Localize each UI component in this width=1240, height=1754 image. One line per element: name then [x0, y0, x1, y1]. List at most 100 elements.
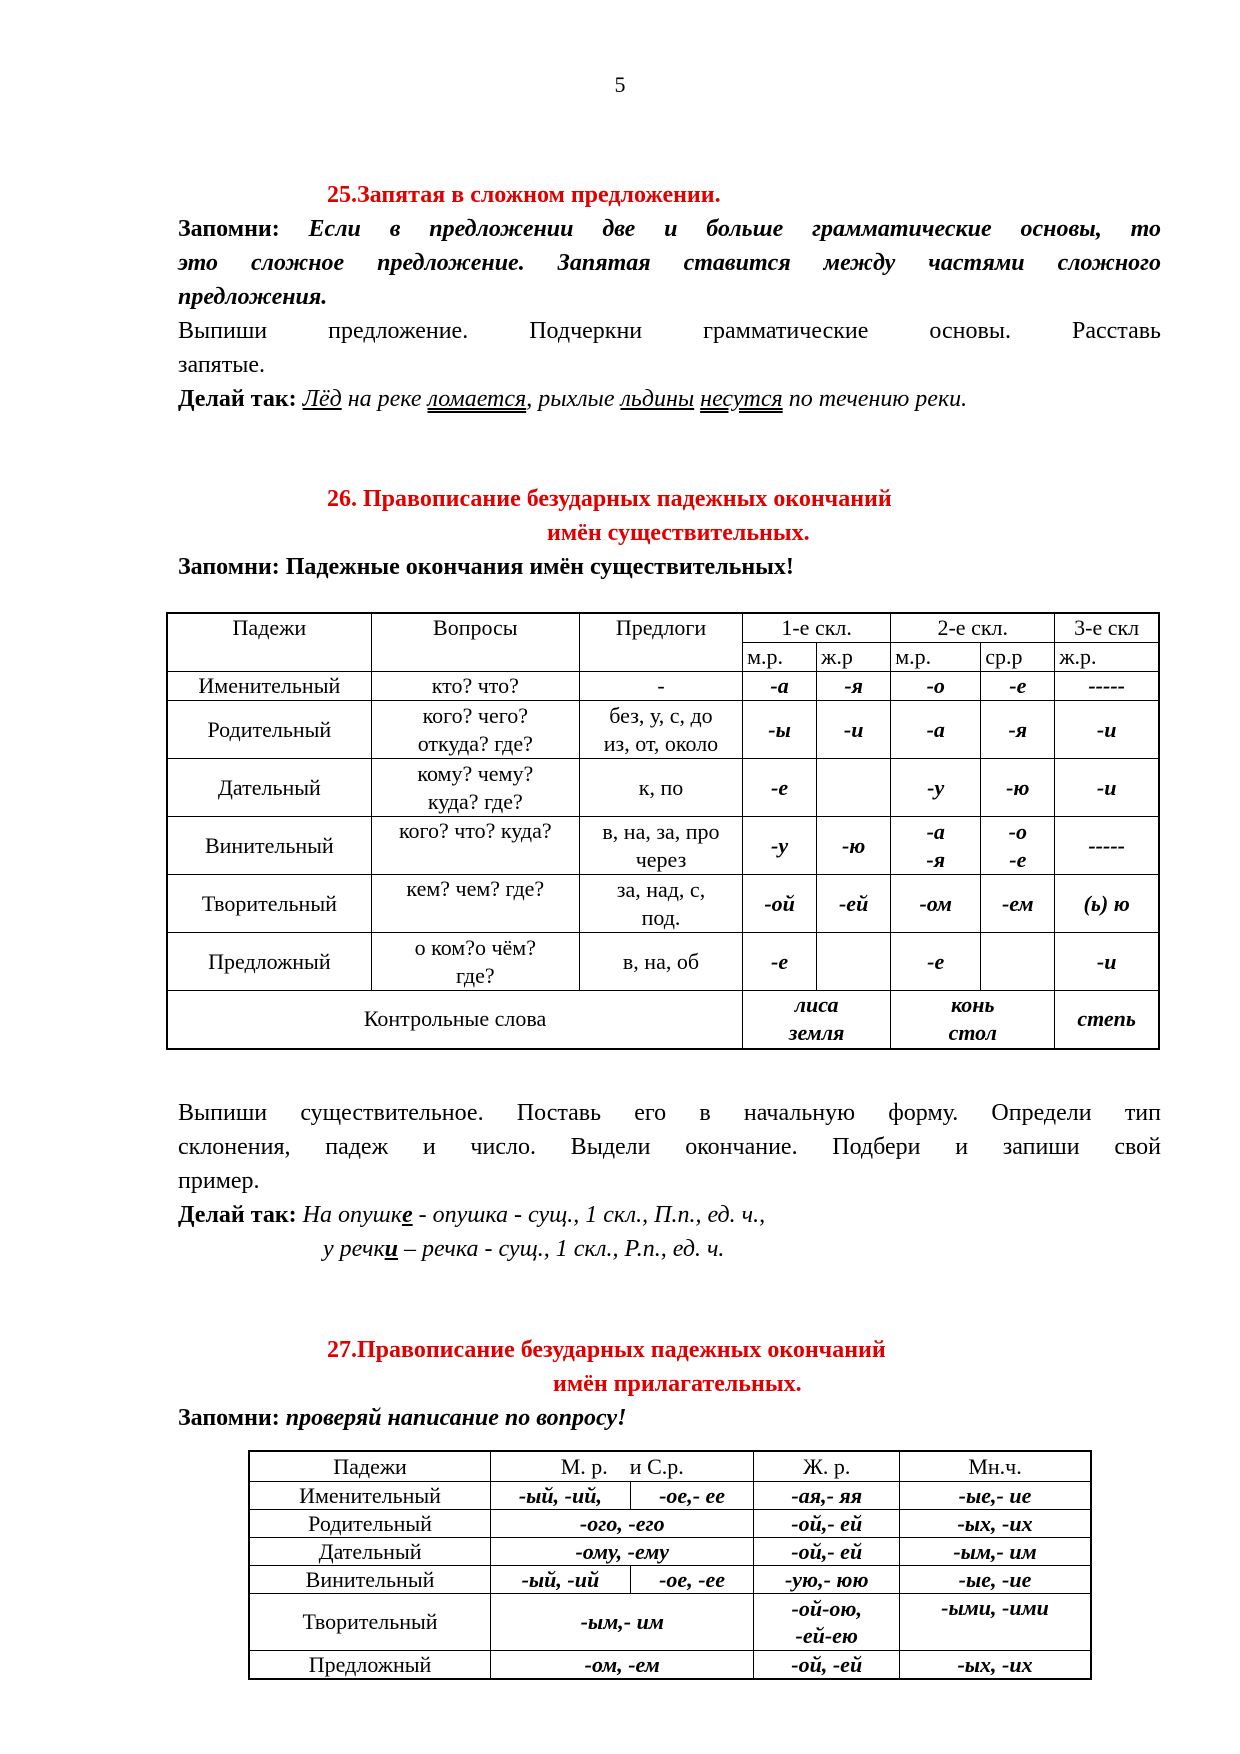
cell-line: -а	[770, 673, 789, 698]
s26-example-line2: у речки – речка - сущ., 1 скл., Р.п., ед…	[323, 1232, 1240, 1266]
remember-text: проверяй написание по вопросу!	[285, 1405, 627, 1431]
cell-line: -ой, -ей	[791, 1651, 863, 1677]
cell-line: за, над, с,	[616, 876, 706, 902]
subheader: м.р.	[890, 642, 982, 672]
s26-remember: Запомни: Падежные окончания имён существ…	[178, 554, 794, 580]
s25-rule-line1: Запомни: Если в предложении две и больше…	[178, 212, 1161, 246]
questions-cell: кто? что?	[370, 671, 580, 701]
ending-cell: -и	[1054, 758, 1160, 817]
section-25-title: 25.Запятая в сложном предложении.	[327, 182, 721, 208]
cell-line: -ем	[1001, 890, 1034, 916]
cell-line: кого? что? куда?	[398, 818, 552, 843]
table-row: Дательный -ому, -ему -ой,- ей -ым,- им	[248, 1536, 1092, 1566]
case-cell: Дательный	[166, 758, 372, 817]
cell-line: о ком?о чём?	[414, 934, 536, 960]
table-row: Родительный кого? чего? откуда? где? без, у…	[166, 700, 1160, 759]
cell-line: -ых, -их	[957, 1651, 1033, 1677]
header-masc-neut: М. р. и С.р.	[490, 1450, 755, 1482]
ending-cell: -е	[980, 671, 1056, 701]
case-cell: Именительный	[166, 671, 372, 701]
questions-cell: кем? чем? где?	[370, 874, 580, 933]
s25-rule-line3: предложения.	[178, 284, 328, 310]
ending-cell	[980, 932, 1056, 991]
s26-example-line1: Делай так: На опушке - опушка - сущ., 1 …	[178, 1198, 1161, 1232]
ending-cell: -е	[742, 932, 818, 991]
table-row: Предложный -ом, -ем -ой, -ей -ых, -их	[248, 1649, 1092, 1679]
ending: и	[384, 1236, 399, 1262]
cell-line: -у	[927, 774, 945, 800]
cell-line: без, у, с, до	[609, 702, 713, 728]
cell-line: откуда? где?	[417, 730, 533, 756]
cell-line: -и	[1096, 948, 1117, 974]
cell-line: -о	[1008, 818, 1027, 844]
ending-cell: -и	[1054, 700, 1160, 759]
questions-cell: кого? чего? откуда? где?	[370, 700, 580, 759]
header-fem: Ж. р.	[753, 1450, 901, 1482]
subject: льдины	[620, 386, 695, 412]
cell-line: -ей-ею	[795, 1622, 858, 1648]
ending-cell: -ому, -ему	[490, 1536, 755, 1566]
cell-line: -и	[1096, 716, 1117, 742]
ending-cell: -ый, -ий	[490, 1564, 631, 1594]
prepositions-cell: без, у, с, до из, от, около	[578, 700, 744, 759]
case-cell: Родительный	[248, 1508, 492, 1538]
table-row: Предложный о ком?о чём? где? в, на, об -е -е -…	[166, 932, 1160, 991]
s25-task-line2: запятые.	[178, 352, 265, 378]
text: – речка - сущ., 1 скл., Р.п., ед. ч.	[398, 1236, 725, 1262]
cell-line: -ой,- ей	[791, 1538, 863, 1564]
ending-cell: -у	[742, 816, 818, 875]
ending-cell: -ом, -ем	[490, 1649, 755, 1679]
text: на реке	[341, 386, 428, 412]
ending-cell: -----	[1054, 671, 1160, 701]
ending-cell: -ой-ою, -ей-ею	[753, 1592, 901, 1651]
ending-cell: -ых, -их	[899, 1508, 1092, 1538]
cell-line: -о	[926, 673, 945, 698]
noun-endings-table: Падежи Вопросы Предлоги 1-е скл. 2-е скл…	[166, 612, 1160, 1050]
subheader: ср.р	[980, 642, 1056, 672]
word: лиса	[794, 992, 839, 1018]
cell-line: -е	[771, 948, 789, 974]
case-cell: Родительный	[166, 700, 372, 759]
header-case: Падежи	[166, 612, 372, 672]
header-decl1: 1-е скл.	[742, 612, 892, 643]
section-27-title-line1: 27.Правописание безударных падежных окон…	[327, 1337, 886, 1363]
cell-line: -ой-ою,	[791, 1595, 862, 1621]
table-row: Именительный -ый, -ий, -ое,- ее -ая,- яя -ые…	[248, 1480, 1092, 1510]
ending-cell: -ый, -ий,	[490, 1480, 631, 1510]
cell-line: -е	[1009, 673, 1027, 698]
cell-line: в, на, за, про	[602, 818, 720, 844]
cell-line: -ые, -ие	[958, 1566, 1032, 1592]
ending-cell: -ой,- ей	[753, 1536, 901, 1566]
cell-line: -ю	[1006, 774, 1030, 800]
case-cell: Винительный	[166, 816, 372, 875]
cell-line: -	[657, 673, 665, 698]
cell-line: -ю	[841, 832, 866, 858]
ending-cell: -----	[1054, 816, 1160, 875]
table-row: Винительный -ый, -ий -ое, -ее -ую,- юю -ые, …	[248, 1564, 1092, 1594]
ending-cell: -ое,- ее	[629, 1480, 755, 1510]
questions-cell: кого? что? куда?	[370, 816, 580, 875]
control-words-decl3: степь	[1054, 990, 1160, 1049]
subheader: м.р.	[742, 642, 818, 672]
cell-line: кого? чего?	[422, 702, 528, 728]
cell-line: -е	[927, 948, 945, 974]
page-number: 5	[614, 72, 626, 97]
section-26-title-line1: 26. Правописание безударных падежных око…	[327, 486, 892, 512]
ending-cell: -ой,- ей	[753, 1508, 901, 1538]
cell-line: в, на, об	[622, 948, 700, 974]
prepositions-cell: за, над, с, под.	[578, 874, 744, 933]
cell-line: к, по	[638, 774, 684, 800]
ending-cell: -я	[980, 700, 1056, 759]
predicate: ломается	[427, 386, 527, 412]
ending-cell: -о -е	[980, 816, 1056, 875]
cell-line: из, от, около	[603, 730, 719, 756]
header-decl3: 3-е скл	[1054, 612, 1160, 643]
section-27-title-line2: имён прилагательных.	[553, 1371, 802, 1397]
cell-line: -ую,- юю	[784, 1566, 869, 1592]
subject: Лёд	[302, 386, 342, 412]
ending-cell: -а	[890, 700, 982, 759]
cell-line: кем? чем? где?	[406, 876, 545, 901]
ending-cell: -ю	[816, 816, 892, 875]
ending-cell: -ой, -ей	[753, 1649, 901, 1679]
ending-cell: -а	[742, 671, 818, 701]
